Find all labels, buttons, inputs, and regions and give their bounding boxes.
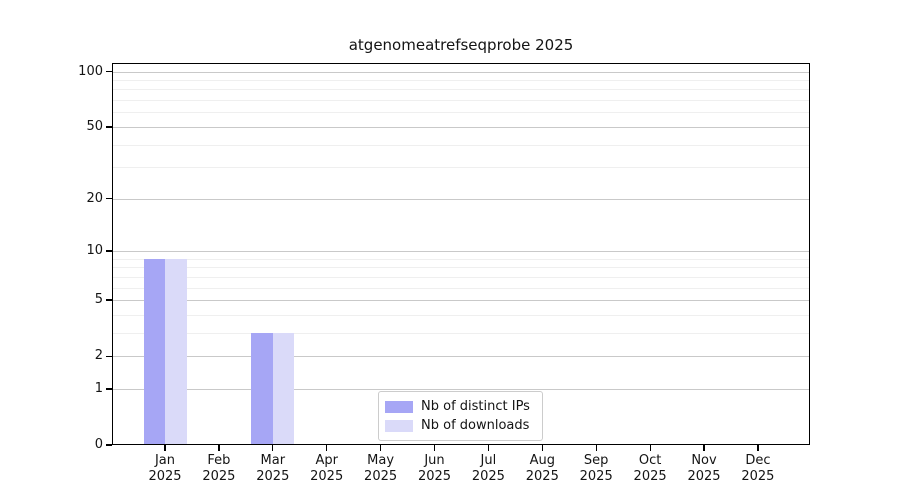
bar-nb-of-downloads-jan xyxy=(165,258,187,445)
x-tick-year: 2025 xyxy=(741,468,775,484)
x-tick-month: May xyxy=(367,453,395,468)
x-tick-mark xyxy=(649,445,651,451)
x-tick-mark xyxy=(433,445,436,451)
x-tick-label: May 2025 xyxy=(354,453,408,484)
y-tick-label: 50 xyxy=(86,118,103,134)
legend-item-distinct-ips: Nb of distinct IPs xyxy=(385,399,532,414)
legend-label-distinct-ips: Nb of distinct IPs xyxy=(421,399,530,414)
y-tick-mark xyxy=(106,126,112,128)
y-tick-label: 10 xyxy=(86,243,103,258)
x-tick-label: Nov 2025 xyxy=(677,453,731,484)
major-gridline xyxy=(112,388,810,390)
x-tick-label: Jan 2025 xyxy=(138,453,192,484)
major-gridline xyxy=(112,251,810,252)
y-tick-label: 5 xyxy=(94,292,103,308)
x-tick-month: Jul xyxy=(480,453,497,468)
x-tick-year: 2025 xyxy=(687,468,721,484)
y-tick-mark xyxy=(106,355,112,357)
x-tick-mark xyxy=(272,445,274,451)
minor-gridline xyxy=(112,332,810,334)
bar-nb-of-distinct-ips-mar xyxy=(251,332,273,445)
bar-nb-of-distinct-ips-jan xyxy=(143,258,165,445)
minor-gridline xyxy=(112,80,810,82)
y-tick-label: 100 xyxy=(78,63,103,79)
major-gridline xyxy=(112,198,810,200)
x-tick-mark xyxy=(541,445,543,451)
y-tick-mark xyxy=(106,388,112,390)
y-tick-mark xyxy=(106,71,112,73)
x-tick-mark xyxy=(595,445,597,451)
x-tick-label: Jun 2025 xyxy=(408,453,462,484)
x-tick-mark xyxy=(218,445,220,451)
legend: Nb of distinct IPs Nb of downloads xyxy=(378,391,543,441)
x-tick-year: 2025 xyxy=(148,468,182,484)
x-tick-label: Jul 2025 xyxy=(461,453,515,484)
minor-gridline xyxy=(112,258,810,260)
x-tick-month: Feb xyxy=(207,453,231,468)
plot-area xyxy=(112,63,810,445)
legend-label-downloads: Nb of downloads xyxy=(421,418,530,433)
y-tick-label: 2 xyxy=(94,348,103,364)
x-tick-mark xyxy=(757,445,759,451)
x-tick-label: Dec 2025 xyxy=(731,453,785,484)
x-tick-label: Apr 2025 xyxy=(300,453,354,484)
major-gridline xyxy=(112,300,810,302)
x-tick-year: 2025 xyxy=(310,468,344,484)
chart-title: atgenomeatrefseqprobe 2025 xyxy=(348,36,574,54)
x-tick-mark xyxy=(703,445,705,451)
minor-gridline xyxy=(112,267,810,269)
y-tick-label: 1 xyxy=(94,380,103,396)
x-tick-mark xyxy=(164,445,166,451)
major-gridline xyxy=(112,71,810,73)
x-tick-label: Oct 2025 xyxy=(623,453,677,484)
y-tick-label: 20 xyxy=(86,190,103,206)
x-tick-month: Jan xyxy=(154,453,176,468)
y-tick-mark xyxy=(106,198,112,200)
x-tick-year: 2025 xyxy=(256,468,290,484)
x-tick-month: Apr xyxy=(315,453,338,468)
minor-gridline xyxy=(112,287,810,289)
minor-gridline xyxy=(112,314,810,316)
y-tick-label: 0 xyxy=(94,437,103,452)
y-tick-mark xyxy=(106,444,112,446)
x-tick-month: Nov xyxy=(691,453,717,468)
x-tick-month: Oct xyxy=(638,453,662,468)
minor-gridline xyxy=(112,144,810,146)
legend-item-downloads: Nb of downloads xyxy=(385,418,532,433)
x-tick-label: Aug 2025 xyxy=(515,453,569,484)
x-tick-month: Sep xyxy=(583,453,609,468)
x-tick-label: Mar 2025 xyxy=(246,453,300,484)
legend-swatch-distinct-ips xyxy=(385,400,413,413)
x-tick-mark xyxy=(326,445,328,451)
legend-swatch-downloads xyxy=(385,419,413,432)
x-tick-month: Dec xyxy=(745,453,771,468)
x-tick-mark xyxy=(380,445,382,451)
x-tick-month: Aug xyxy=(529,453,555,468)
x-tick-label: Feb 2025 xyxy=(192,453,246,484)
x-tick-year: 2025 xyxy=(417,468,452,484)
x-tick-year: 2025 xyxy=(633,468,667,484)
x-tick-year: 2025 xyxy=(202,468,236,484)
x-tick-mark xyxy=(487,445,490,451)
x-tick-year: 2025 xyxy=(579,468,613,484)
x-tick-year: 2025 xyxy=(471,468,505,484)
y-tick-mark xyxy=(106,250,112,252)
x-tick-year: 2025 xyxy=(525,468,559,484)
bar-nb-of-downloads-mar xyxy=(272,332,295,445)
y-tick-mark xyxy=(106,299,112,301)
x-tick-year: 2025 xyxy=(364,468,398,484)
x-tick-label: Sep 2025 xyxy=(569,453,623,484)
minor-gridline xyxy=(112,167,810,169)
minor-gridline xyxy=(112,89,810,91)
major-gridline xyxy=(112,126,810,128)
x-tick-month: Jun xyxy=(424,453,445,468)
minor-gridline xyxy=(112,100,810,102)
x-tick-month: Mar xyxy=(260,453,286,468)
minor-gridline xyxy=(112,276,810,278)
major-gridline xyxy=(112,356,810,358)
minor-gridline xyxy=(112,112,810,114)
